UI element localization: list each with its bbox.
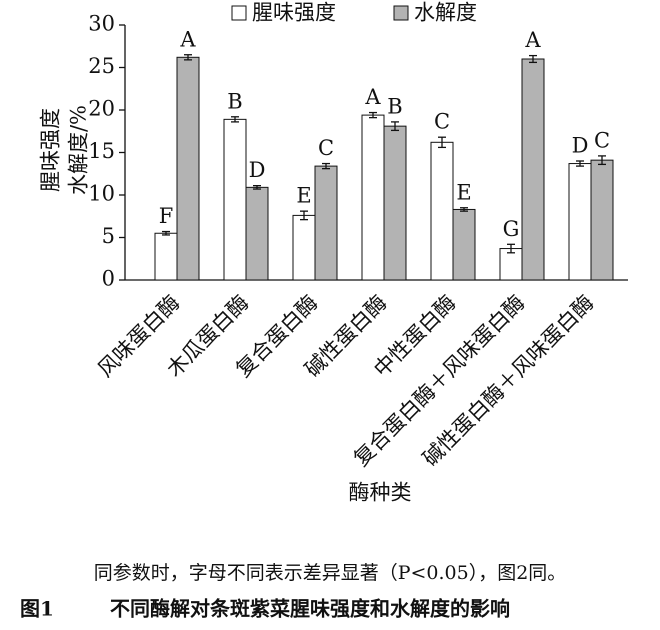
significance-letter: A [524,28,541,52]
significance-letter: D [572,134,589,158]
y-tick-label: 5 [102,224,115,248]
legend-label: 水解度 [414,1,477,25]
bar [568,163,592,281]
significance-letter: C [434,110,450,134]
note: 同参数时，字母不同表示差异显著（P<0.05），图2同。 [94,562,567,584]
bar [223,118,247,281]
bar [452,208,476,281]
significance-letter: G [503,217,520,241]
legend-swatch [231,5,247,21]
significance-letter: F [159,204,174,228]
legend-label: 腥味强度 [252,1,336,25]
significance-letter: E [456,180,471,204]
y-tick-label: 30 [88,12,115,36]
bar [314,165,338,281]
significance-letter: A [364,85,381,109]
y-tick-label: 15 [88,139,115,163]
figure-number: 图1 [20,597,54,621]
significance-letter: A [179,27,196,51]
bar [430,141,454,281]
significance-letter: D [249,158,266,182]
y-axis-label: 腥味强度 [39,108,63,192]
y-tick-label: 25 [88,54,115,78]
y-tick-label: 20 [88,97,115,121]
figure-title: 不同酶解对条斑紫菜腥味强度和水解度的影响 [110,597,510,621]
significance-letter: B [387,94,402,118]
legend-swatch [393,5,409,21]
bar [292,214,316,281]
y-axis-label: 水解度/% [67,105,91,195]
significance-letter: C [318,136,334,160]
bar [245,186,269,281]
bar [590,159,614,281]
bar [521,58,545,281]
bar [154,232,178,281]
bar [383,125,407,281]
x-axis-label: 酶种类 [349,481,412,505]
bar [361,114,385,281]
significance-letter: B [227,89,242,113]
bar [176,56,200,281]
significance-letter: C [594,128,610,152]
y-tick-label: 0 [102,267,115,291]
significance-letter: E [296,184,311,208]
y-tick-label: 10 [88,182,115,206]
